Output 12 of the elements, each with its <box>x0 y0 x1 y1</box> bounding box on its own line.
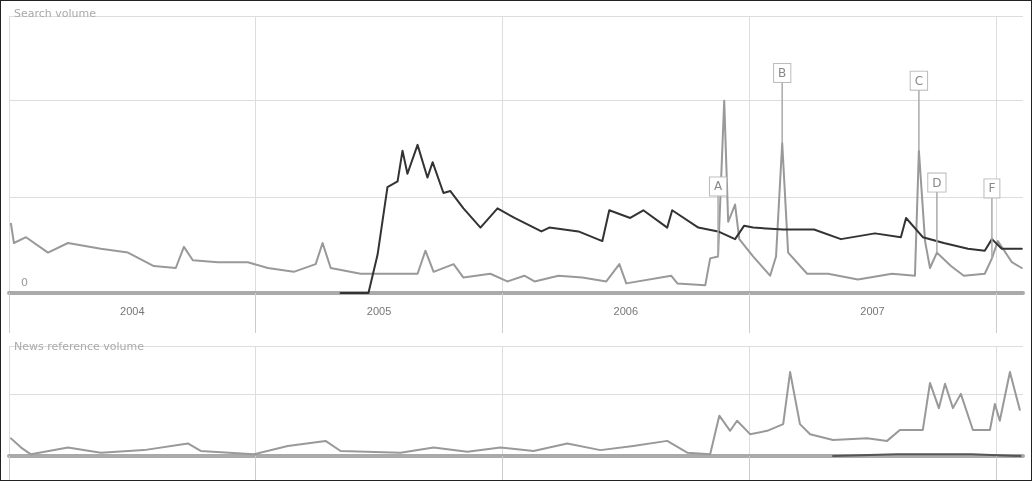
annotation: 0 <box>21 276 28 289</box>
x-tick-label: 2005 <box>366 304 392 317</box>
annotation: F <box>988 181 996 196</box>
annotation: A <box>713 179 723 194</box>
x-tick-label: 2004 <box>120 304 145 317</box>
chart-title: News reference volume <box>14 340 145 353</box>
annotation: D <box>932 175 942 190</box>
x-tick-label: 2007 <box>860 304 885 317</box>
annotation: C <box>914 73 924 88</box>
annotation: B <box>778 65 787 80</box>
x-tick-label: 2006 <box>613 304 639 317</box>
chart-title: Search volume <box>14 7 97 20</box>
